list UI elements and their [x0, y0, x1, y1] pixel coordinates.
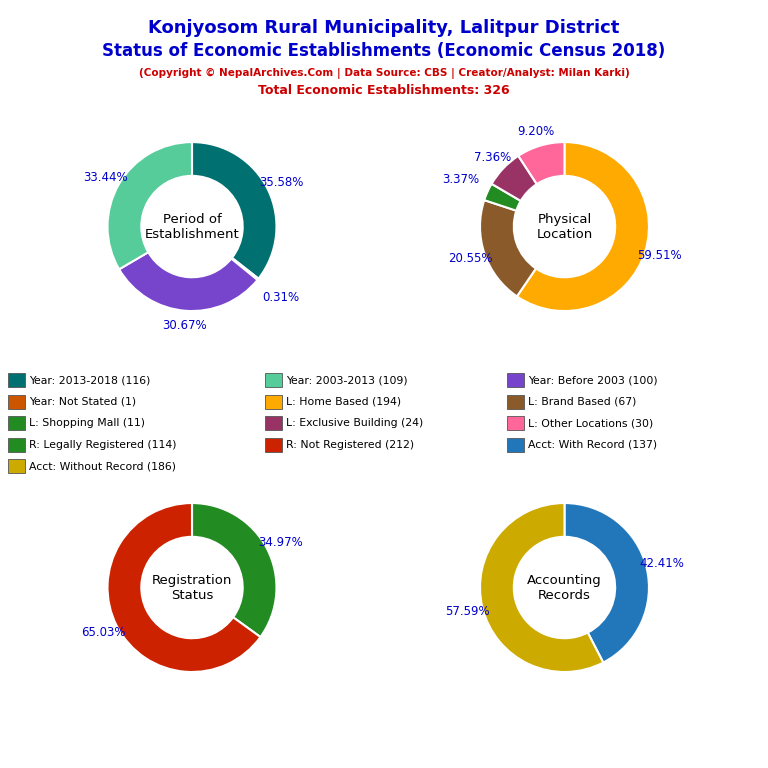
Text: 20.55%: 20.55%: [448, 252, 492, 265]
Text: Physical
Location: Physical Location: [536, 213, 593, 240]
Text: 7.36%: 7.36%: [474, 151, 511, 164]
Text: 57.59%: 57.59%: [445, 604, 490, 617]
Wedge shape: [108, 142, 192, 270]
Text: L: Home Based (194): L: Home Based (194): [286, 396, 402, 407]
Text: Year: Not Stated (1): Year: Not Stated (1): [29, 396, 136, 407]
Text: Total Economic Establishments: 326: Total Economic Establishments: 326: [258, 84, 510, 98]
Text: Accounting
Records: Accounting Records: [527, 574, 602, 601]
Wedge shape: [480, 200, 536, 296]
Text: Year: 2013-2018 (116): Year: 2013-2018 (116): [29, 375, 151, 386]
Text: Year: 2003-2013 (109): Year: 2003-2013 (109): [286, 375, 408, 386]
Text: L: Exclusive Building (24): L: Exclusive Building (24): [286, 418, 424, 429]
Wedge shape: [192, 503, 276, 637]
Text: L: Other Locations (30): L: Other Locations (30): [528, 418, 654, 429]
Text: Acct: With Record (137): Acct: With Record (137): [528, 439, 657, 450]
Wedge shape: [108, 503, 260, 672]
Text: Registration
Status: Registration Status: [152, 574, 232, 601]
Wedge shape: [231, 258, 259, 280]
Text: Year: Before 2003 (100): Year: Before 2003 (100): [528, 375, 658, 386]
Text: Period of
Establishment: Period of Establishment: [144, 213, 240, 240]
Text: 35.58%: 35.58%: [260, 177, 304, 190]
Wedge shape: [485, 184, 521, 210]
Text: 30.67%: 30.67%: [162, 319, 207, 333]
Text: 65.03%: 65.03%: [81, 627, 125, 640]
Wedge shape: [517, 142, 649, 311]
Text: Acct: Without Record (186): Acct: Without Record (186): [29, 461, 176, 472]
Wedge shape: [564, 503, 649, 663]
Text: Status of Economic Establishments (Economic Census 2018): Status of Economic Establishments (Econo…: [102, 42, 666, 60]
Wedge shape: [192, 142, 276, 279]
Text: L: Brand Based (67): L: Brand Based (67): [528, 396, 637, 407]
Wedge shape: [119, 252, 257, 311]
Text: 0.31%: 0.31%: [263, 291, 300, 304]
Text: 33.44%: 33.44%: [83, 170, 127, 184]
Text: 42.41%: 42.41%: [639, 558, 684, 571]
Text: Konjyosom Rural Municipality, Lalitpur District: Konjyosom Rural Municipality, Lalitpur D…: [148, 19, 620, 37]
Text: 59.51%: 59.51%: [637, 250, 682, 263]
Text: (Copyright © NepalArchives.Com | Data Source: CBS | Creator/Analyst: Milan Karki: (Copyright © NepalArchives.Com | Data So…: [139, 68, 629, 78]
Text: 3.37%: 3.37%: [442, 173, 479, 186]
Text: R: Not Registered (212): R: Not Registered (212): [286, 439, 415, 450]
Wedge shape: [518, 142, 564, 184]
Text: L: Shopping Mall (11): L: Shopping Mall (11): [29, 418, 145, 429]
Text: 9.20%: 9.20%: [518, 124, 554, 137]
Wedge shape: [480, 503, 603, 672]
Wedge shape: [492, 156, 537, 201]
Text: 34.97%: 34.97%: [258, 535, 303, 548]
Text: R: Legally Registered (114): R: Legally Registered (114): [29, 439, 177, 450]
